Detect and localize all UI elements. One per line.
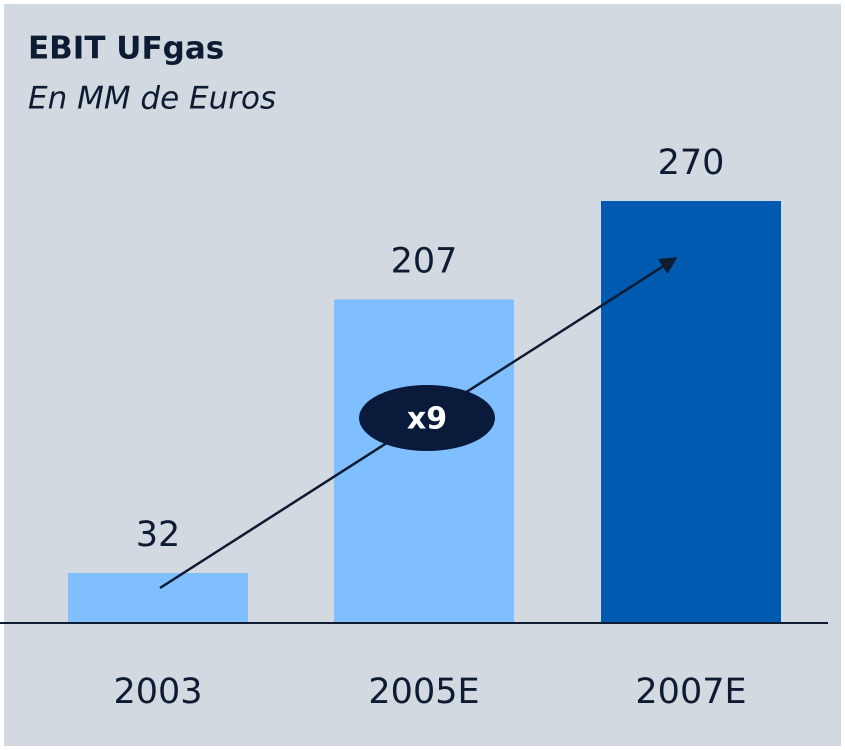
bar [334,299,514,623]
x-tick-label: 2003 [113,672,202,712]
annotation-badge [359,385,495,451]
annotation: x9 [407,402,447,437]
x-tick-label: 2007E [635,672,746,712]
chart-subtitle: En MM de Euros [28,81,276,117]
x-tick-label: 2005E [368,672,479,712]
bar [68,572,248,623]
bar [601,201,781,623]
bars: 32 2003 207 2005E 270 2007E [68,143,781,712]
value-label: 270 [658,143,725,183]
value-label: 32 [136,515,181,555]
chart-title: EBIT UFgas [28,31,224,67]
value-label: 207 [391,241,458,281]
